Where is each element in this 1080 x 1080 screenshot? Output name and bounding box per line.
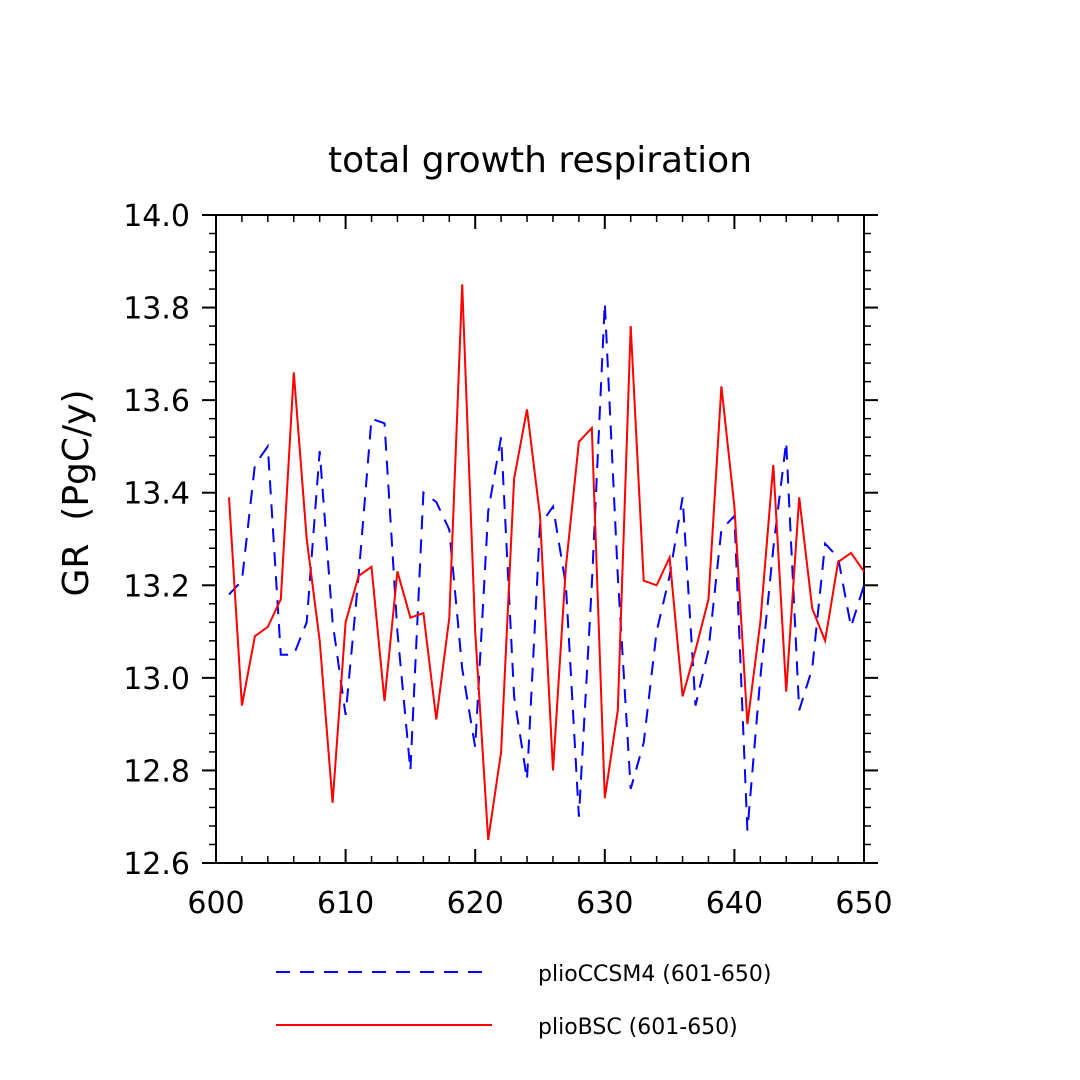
- series-line-pliobsc: [228, 284, 865, 841]
- y-tick-label: 14.0: [123, 199, 190, 234]
- x-tick-label: 600: [187, 886, 244, 921]
- x-tick-label: 640: [706, 886, 763, 921]
- x-tick-label: 620: [447, 886, 504, 921]
- x-tick-label: 630: [576, 886, 633, 921]
- y-tick-label: 13.4: [123, 477, 190, 512]
- legend-label-pliobsc: plioBSC (601-650): [538, 1015, 738, 1040]
- y-tick-label: 13.6: [123, 384, 190, 419]
- y-tick-label: 13.2: [123, 569, 190, 604]
- series-lines: [228, 284, 865, 841]
- series-line-plioccsm4: [228, 302, 865, 831]
- x-tick-label: 610: [317, 886, 374, 921]
- y-axis-label: GR (PgC/y): [56, 389, 97, 596]
- legend-label-plioccsm4: plioCCSM4 (601-650): [538, 962, 771, 987]
- y-tick-label: 12.6: [123, 847, 190, 882]
- chart-title: total growth respiration: [328, 140, 752, 181]
- y-tick-label: 13.0: [123, 662, 190, 697]
- axis-tick-labels: 600 610 620 630 640 650 12.6 12.8 13.0 13.2 13.4 13…: [123, 199, 892, 921]
- axis-ticks: [202, 214, 878, 864]
- y-tick-label: 13.8: [123, 292, 190, 327]
- y-tick-label: 12.8: [123, 754, 190, 789]
- plot-frame: [215, 214, 865, 864]
- legend: plioCCSM4 (601-650) plioBSC (601-650): [276, 962, 771, 1040]
- x-tick-label: 650: [835, 886, 892, 921]
